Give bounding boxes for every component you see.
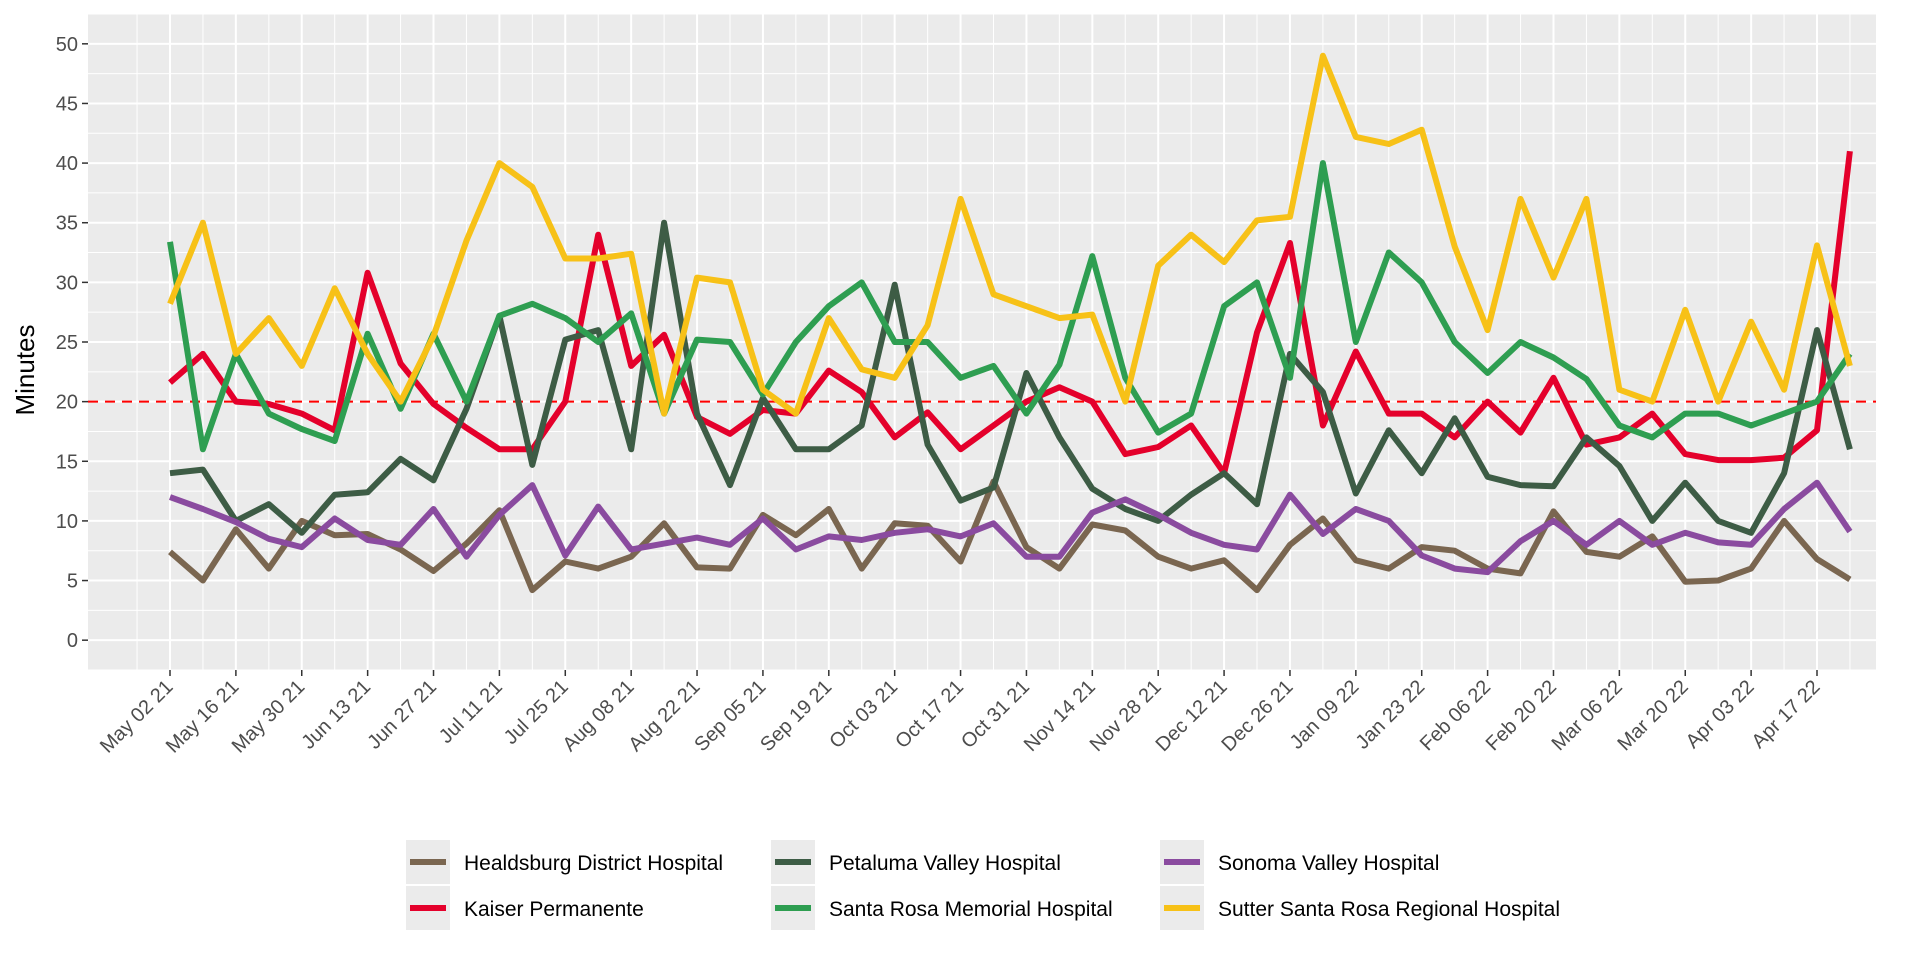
- x-tick-label: Mar 06 22: [1548, 676, 1627, 755]
- series-line-santa-rosa-memorial-hospital: [167, 160, 1853, 453]
- y-tick-label: 25: [56, 332, 78, 354]
- y-tick-label: 45: [56, 93, 78, 115]
- x-tick-label: Nov 14 21: [1020, 676, 1100, 756]
- y-axis: 0 5 10 15 20 25 30 35 40 45 50: [56, 34, 88, 652]
- x-tick-label: Apr 03 22: [1682, 676, 1759, 753]
- gridlines: [88, 13, 1876, 671]
- y-tick-label: 0: [67, 630, 78, 652]
- legend-label-kaiser-permanente: Kaiser Permanente: [464, 898, 644, 921]
- x-tick-label: Oct 03 21: [825, 676, 902, 753]
- y-tick-label: 40: [56, 153, 78, 175]
- y-tick-label: 50: [56, 34, 78, 56]
- legend: Healdsburg District Hospital Kaiser Perma…: [406, 840, 1560, 930]
- legend-label-petaluma-valley-hospital: Petaluma Valley Hospital: [829, 852, 1061, 875]
- series-line-kaiser-permanente: [168, 150, 1853, 477]
- series-line-sonoma-valley-hospital: [168, 479, 1853, 576]
- x-tick-label: Feb 06 22: [1416, 676, 1495, 755]
- legend-label-santa-rosa-memorial-hospital: Santa Rosa Memorial Hospital: [829, 898, 1113, 921]
- x-tick-label: Apr 17 22: [1748, 676, 1825, 753]
- legend-label-sonoma-valley-hospital: Sonoma Valley Hospital: [1218, 852, 1439, 875]
- x-tick-label: Feb 20 22: [1482, 676, 1561, 755]
- y-tick-label: 35: [56, 213, 78, 235]
- series-lines: [167, 52, 1853, 594]
- x-tick-label: Dec 26 21: [1217, 676, 1297, 756]
- x-tick-label: Jun 13 21: [297, 676, 375, 754]
- legend-label-sutter-santa-rosa-regional-hospital: Sutter Santa Rosa Regional Hospital: [1218, 898, 1560, 921]
- y-tick-label: 30: [56, 272, 78, 294]
- series-line-sutter-santa-rosa-regional-hospital: [167, 52, 1853, 417]
- x-tick-label: Jan 09 22: [1286, 676, 1364, 754]
- y-tick-label: 20: [56, 392, 78, 414]
- y-tick-label: 10: [56, 511, 78, 533]
- x-tick-label: Nov 28 21: [1086, 676, 1166, 756]
- x-tick-label: Jun 27 21: [363, 676, 441, 754]
- y-axis-label: Minutes: [10, 324, 40, 415]
- x-tick-label: Jul 11 21: [435, 676, 507, 748]
- y-tick-label: 5: [67, 571, 78, 593]
- y-tick-label: 15: [56, 451, 78, 473]
- x-tick-label: Dec 12 21: [1152, 676, 1232, 756]
- x-tick-label: Oct 17 21: [891, 676, 968, 753]
- legend-label-healdsburg-district-hospital: Healdsburg District Hospital: [464, 852, 723, 875]
- series-line-petaluma-valley-hospital: [169, 219, 1853, 536]
- x-tick-label: Sep 19 21: [756, 676, 836, 756]
- x-tick-label: Mar 20 22: [1614, 676, 1693, 755]
